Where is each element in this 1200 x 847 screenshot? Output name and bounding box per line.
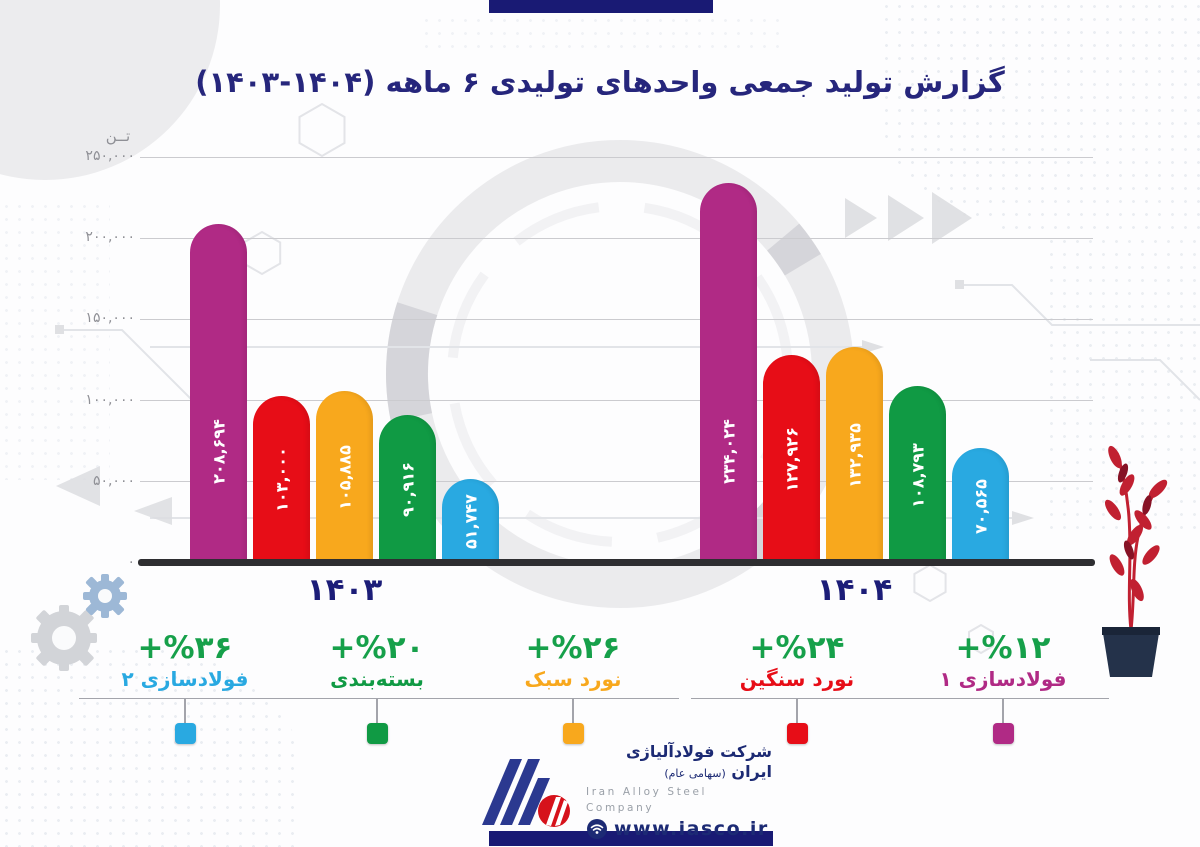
company-name-en: Iran Alloy Steel Company <box>586 786 708 814</box>
top-accent-bar <box>489 0 713 13</box>
x-axis-line <box>138 559 1095 566</box>
bar-heavy-rolling-1404: ۱۲۷,۹۲۶ <box>763 355 820 563</box>
y-tick-label-200000: ۲۰۰,۰۰۰ <box>85 229 135 246</box>
y-tick-label-100000: ۱۰۰,۰۰۰ <box>85 391 135 408</box>
legend-item-heavy-rolling: +%۲۴ نورد سنگین <box>691 630 903 744</box>
legend-unit-name: فولادسازی ۱ <box>939 667 1067 691</box>
legend-line <box>691 698 903 699</box>
page-title: گزارش تولید جمعی واحدهای تولیدی ۶ ماهه (… <box>195 65 1005 100</box>
y-tick-label-150000: ۱۵۰,۰۰۰ <box>85 310 135 327</box>
company-name-fa: شرکت فولادآلیاژی ایران (سهامی عام) <box>625 742 772 781</box>
legend-growth-percent: +%۳۶ <box>137 630 233 666</box>
bar-value-label: ۲۰۸,۶۹۴ <box>209 419 228 484</box>
footer-text: شرکت فولادآلیاژی ایران (سهامی عام) Iran … <box>586 742 772 840</box>
bar-value-label: ۹۰,۹۱۶ <box>398 462 417 518</box>
legend-line <box>897 698 1109 699</box>
company-type-fa: (سهامی عام) <box>664 767 726 780</box>
legend-color-swatch <box>366 723 388 744</box>
wifi-icon <box>587 819 607 839</box>
bar-steelmaking-2-1403: ۵۱,۷۴۷ <box>442 478 499 563</box>
legend-unit-name: نورد سبک <box>524 667 622 691</box>
bar-steelmaking-1-1404: ۲۳۴,۰۲۴ <box>700 182 757 563</box>
bar-steelmaking-2-1404: ۷۰,۵۶۵ <box>952 448 1009 563</box>
bottom-accent-bar <box>489 831 773 846</box>
y-tick-label-250000: ۲۵۰,۰۰۰ <box>85 148 135 164</box>
bar-value-label: ۵۱,۷۴۷ <box>461 494 480 549</box>
legend-connector <box>376 699 378 723</box>
legend-unit-name: نورد سنگین <box>739 667 855 691</box>
legend-item-steelmaking-1: +%۱۲ فولادسازی ۱ <box>897 630 1109 744</box>
bar-heavy-rolling-1403: ۱۰۳,۰۰۰ <box>253 395 310 563</box>
bar-value-label: ۱۲۷,۹۲۶ <box>782 427 801 492</box>
website-row: www.iasco.ir <box>586 818 772 840</box>
bar-value-label: ۷۰,۵۶۵ <box>971 478 990 534</box>
legend-item-packaging: +%۲۰ بسته‌بندی <box>271 630 483 744</box>
bar-value-label: ۱۰۸,۷۹۳ <box>908 442 927 508</box>
bar-light-rolling-1403: ۱۰۵,۸۸۵ <box>316 391 373 563</box>
bar-packaging-1403: ۹۰,۹۱۶ <box>379 415 436 563</box>
legend-unit-name: فولادسازی ۲ <box>121 667 249 691</box>
legend-color-swatch <box>992 723 1014 744</box>
legend-item-light-rolling: +%۲۶ نورد سبک <box>467 630 679 744</box>
decor-dot-pattern <box>1045 235 1200 535</box>
bar-light-rolling-1404: ۱۳۲,۹۳۵ <box>826 347 883 563</box>
iasco-logo <box>482 759 570 827</box>
bar-packaging-1404: ۱۰۸,۷۹۳ <box>889 386 946 563</box>
footer: شرکت فولادآلیاژی ایران (سهامی عام) Iran … <box>480 742 780 840</box>
y-axis-unit-label: تــن <box>105 127 131 145</box>
legend-color-swatch <box>174 723 196 744</box>
y-tick-label-0: ۰ <box>127 554 135 570</box>
legend-connector <box>184 699 186 723</box>
decor-dot-pattern <box>420 14 780 56</box>
legend-connector <box>1002 699 1004 723</box>
bar-value-label: ۱۳۲,۹۳۵ <box>845 423 864 488</box>
decor-dot-pattern <box>880 0 1200 235</box>
x-axis-group-label-1404: ۱۴۰۴ <box>816 572 893 608</box>
x-axis-group-label-1403: ۱۴۰۳ <box>306 572 383 608</box>
legend-item-steelmaking-2: +%۳۶ فولادسازی ۲ <box>79 630 291 744</box>
legend-color-swatch <box>786 723 808 744</box>
bar-value-label: ۱۰۳,۰۰۰ <box>272 447 291 513</box>
legend-connector <box>796 699 798 723</box>
gridline-200000 <box>140 237 1093 239</box>
legend-growth-percent: +%۲۶ <box>525 630 621 666</box>
gridline-250000 <box>140 156 1093 158</box>
bar-value-label: ۲۳۴,۰۲۴ <box>719 419 738 484</box>
legend-color-swatch <box>562 723 584 744</box>
legend-line <box>467 698 679 699</box>
bar-steelmaking-1-1403: ۲۰۸,۶۹۴ <box>190 224 247 563</box>
gridline-150000 <box>140 318 1093 320</box>
legend-growth-percent: +%۱۲ <box>955 630 1051 666</box>
legend-growth-percent: +%۲۴ <box>749 630 845 666</box>
legend-connector <box>572 699 574 723</box>
website-url[interactable]: www.iasco.ir <box>614 818 769 840</box>
legend-growth-percent: +%۲۰ <box>329 630 425 666</box>
bar-value-label: ۱۰۵,۸۸۵ <box>335 445 354 510</box>
legend-line <box>271 698 483 699</box>
legend-unit-name: بسته‌بندی <box>330 667 424 691</box>
y-tick-label-50000: ۵۰,۰۰۰ <box>92 472 135 489</box>
